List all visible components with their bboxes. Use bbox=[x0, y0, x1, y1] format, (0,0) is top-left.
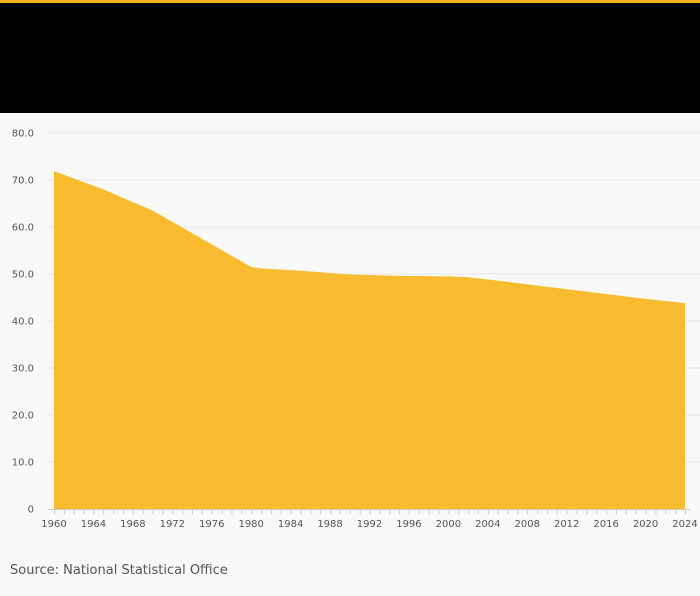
y-tick-label: 10.0 bbox=[12, 458, 34, 469]
area-chart: 010.020.030.040.050.060.070.080.0 1960 19… bbox=[12, 129, 700, 530]
top-accent-bar bbox=[0, 0, 700, 3]
y-tick-label: 60.0 bbox=[12, 223, 34, 234]
y-tick-label: 70.0 bbox=[12, 176, 34, 187]
x-axis-labels: 1960 1964 1968 1972 1976 1980 1984 1988 1992 1996… bbox=[41, 519, 697, 530]
x-tick-label: 2000 bbox=[436, 519, 461, 530]
x-axis bbox=[48, 509, 690, 514]
y-tick-label: 40.0 bbox=[12, 317, 34, 328]
x-tick-label: 1996 bbox=[396, 519, 421, 530]
x-tick-label: 1988 bbox=[317, 519, 342, 530]
x-tick-label: 2020 bbox=[633, 519, 658, 530]
y-tick-label: 0 bbox=[28, 505, 34, 516]
x-tick-label: 1984 bbox=[278, 519, 303, 530]
x-tick-label: 1992 bbox=[357, 519, 382, 530]
x-tick-label: 1972 bbox=[160, 519, 185, 530]
x-tick-label: 2016 bbox=[593, 519, 618, 530]
y-tick-label: 20.0 bbox=[12, 411, 34, 422]
x-tick-label: 1980 bbox=[238, 519, 263, 530]
y-axis-labels: 0 10.0 20.0 30.0 40.0 50.0 60.0 70.0 80.0 bbox=[12, 129, 34, 516]
x-tick-label: 2004 bbox=[475, 519, 500, 530]
x-tick-label: 1960 bbox=[41, 519, 66, 530]
x-tick-label: 1968 bbox=[120, 519, 145, 530]
x-tick-label: 1976 bbox=[199, 519, 224, 530]
y-tick-label: 80.0 bbox=[12, 129, 34, 140]
x-tick-label: 2012 bbox=[554, 519, 579, 530]
area-fill bbox=[54, 171, 685, 509]
x-tick-label: 1964 bbox=[81, 519, 106, 530]
y-tick-label: 50.0 bbox=[12, 270, 34, 281]
x-tick-label: 2008 bbox=[515, 519, 540, 530]
header-band bbox=[0, 3, 700, 113]
x-tick-label: 2024 bbox=[672, 519, 697, 530]
source-note: Source: National Statistical Office bbox=[10, 563, 228, 578]
area-series bbox=[54, 171, 685, 509]
y-tick-label: 30.0 bbox=[12, 364, 34, 375]
